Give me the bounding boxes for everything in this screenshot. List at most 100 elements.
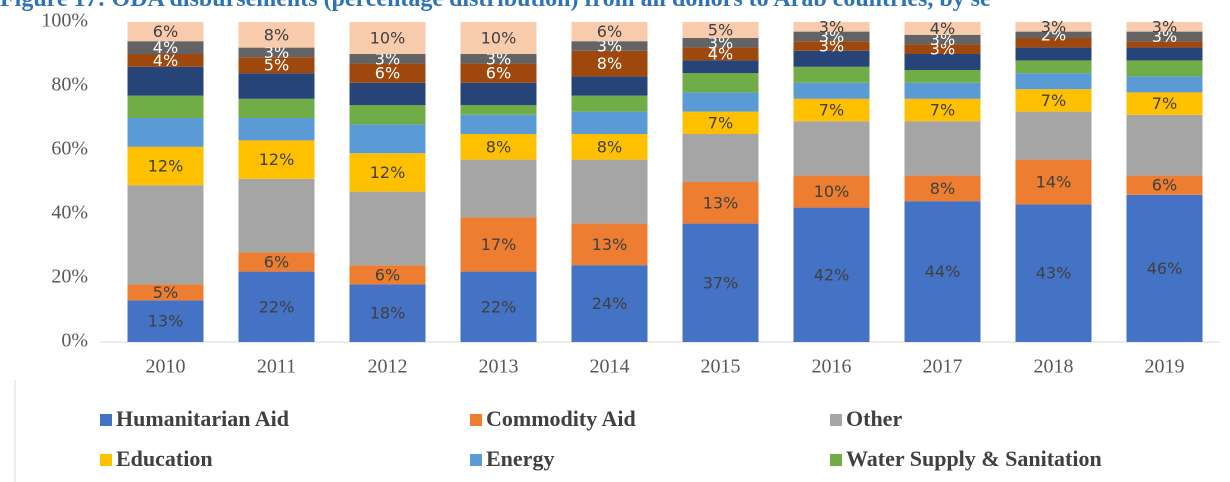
bar-segment	[460, 82, 537, 106]
x-tick-label: 2013	[479, 356, 519, 378]
bar-segment	[349, 124, 426, 154]
bar-segment	[127, 66, 204, 96]
data-label: 8%	[597, 54, 622, 73]
data-label: 13%	[148, 312, 184, 331]
bar-segment	[238, 47, 315, 58]
data-label: 7%	[930, 101, 955, 120]
bar-segment	[571, 41, 648, 51]
data-label: 42%	[814, 265, 850, 284]
bar-segment	[460, 105, 537, 115]
bar-segment	[793, 98, 870, 122]
x-tick-label: 2017	[923, 356, 963, 378]
data-label: 3%	[930, 30, 955, 49]
bar-segment	[349, 284, 426, 342]
bar-segment	[682, 134, 759, 182]
data-label: 13%	[592, 235, 628, 254]
x-tick-label: 2018	[1034, 356, 1074, 378]
data-label: 3%	[486, 49, 511, 68]
bar-segment	[349, 191, 426, 266]
x-tick-label: 2015	[701, 356, 741, 378]
bar-segment	[571, 223, 648, 266]
data-label: 22%	[481, 297, 517, 316]
bar-segment	[349, 265, 426, 285]
bar-segment	[571, 111, 648, 134]
bar-segment	[127, 54, 204, 67]
data-label: 6%	[375, 64, 400, 83]
bar-segment	[349, 105, 426, 125]
data-label: 3%	[819, 17, 844, 36]
legend-label: Water Supply & Sanitation	[846, 446, 1102, 471]
bar-segment	[238, 98, 315, 118]
data-label: 3%	[930, 40, 955, 59]
data-label: 8%	[930, 179, 955, 198]
data-label: 3%	[819, 37, 844, 56]
bar-segment	[460, 54, 537, 64]
data-label: 8%	[264, 25, 289, 44]
bar-segment	[571, 76, 648, 96]
bar-segment	[682, 223, 759, 342]
data-label: 6%	[597, 22, 622, 41]
bar-segment	[793, 121, 870, 176]
y-tick-label: 40%	[51, 202, 88, 224]
data-label: 7%	[708, 113, 733, 132]
bar-segment	[793, 41, 870, 51]
bar-segment	[238, 252, 315, 272]
bar-segment	[349, 153, 426, 192]
bar-segment	[571, 22, 648, 42]
x-tick-label: 2016	[812, 356, 852, 378]
data-label: 4%	[930, 19, 955, 38]
bar-segment	[904, 82, 981, 99]
data-label: 10%	[481, 29, 517, 48]
bar-segment	[349, 63, 426, 83]
x-tick-label: 2019	[1145, 356, 1185, 378]
bar-segment	[571, 159, 648, 224]
data-label: 6%	[1152, 176, 1177, 195]
bar-segment	[1015, 22, 1092, 32]
bar-segment	[127, 300, 204, 342]
data-label: 13%	[703, 193, 739, 212]
bar-segment	[571, 50, 648, 77]
bar-segment	[460, 63, 537, 83]
data-label: 14%	[1036, 173, 1072, 192]
data-label: 43%	[1036, 264, 1072, 283]
data-label: 3%	[1041, 17, 1066, 36]
legend-label: Humanitarian Aid	[116, 406, 289, 431]
bar-segment	[571, 134, 648, 160]
bar-segment	[904, 98, 981, 122]
data-label: 12%	[370, 163, 406, 182]
bar-segment	[127, 22, 204, 42]
bar-segment	[1015, 47, 1092, 61]
y-tick-label: 0%	[61, 330, 88, 352]
bar-segment	[349, 82, 426, 106]
bar-segment	[1126, 47, 1203, 61]
bar-segment	[1015, 38, 1092, 48]
data-label: 3%	[708, 33, 733, 52]
bar-segment	[793, 31, 870, 42]
bar-segment	[904, 34, 981, 45]
bar-segment	[238, 140, 315, 179]
x-tick-label: 2010	[146, 356, 186, 378]
bar-segment	[127, 185, 204, 285]
bar-segment	[127, 95, 204, 118]
data-label: 7%	[1041, 91, 1066, 110]
bar-segment	[1015, 73, 1092, 90]
data-label: 44%	[925, 262, 961, 281]
data-label: 8%	[597, 137, 622, 156]
bar-segment	[571, 95, 648, 112]
data-label: 12%	[259, 150, 295, 169]
data-label: 6%	[486, 64, 511, 83]
data-label: 3%	[1152, 27, 1177, 46]
bar-segment	[238, 271, 315, 342]
bar-segment	[238, 57, 315, 74]
y-tick-label: 100%	[41, 10, 88, 32]
bar-segment	[682, 182, 759, 224]
bar-segment	[1015, 111, 1092, 160]
data-label: 4%	[153, 51, 178, 70]
data-label: 5%	[708, 21, 733, 40]
bar-segment	[682, 38, 759, 48]
bar-segment	[904, 201, 981, 342]
bar-segment	[793, 175, 870, 208]
bar-segment	[460, 271, 537, 342]
bar-segment	[349, 22, 426, 54]
legend-label: Education	[116, 446, 213, 471]
